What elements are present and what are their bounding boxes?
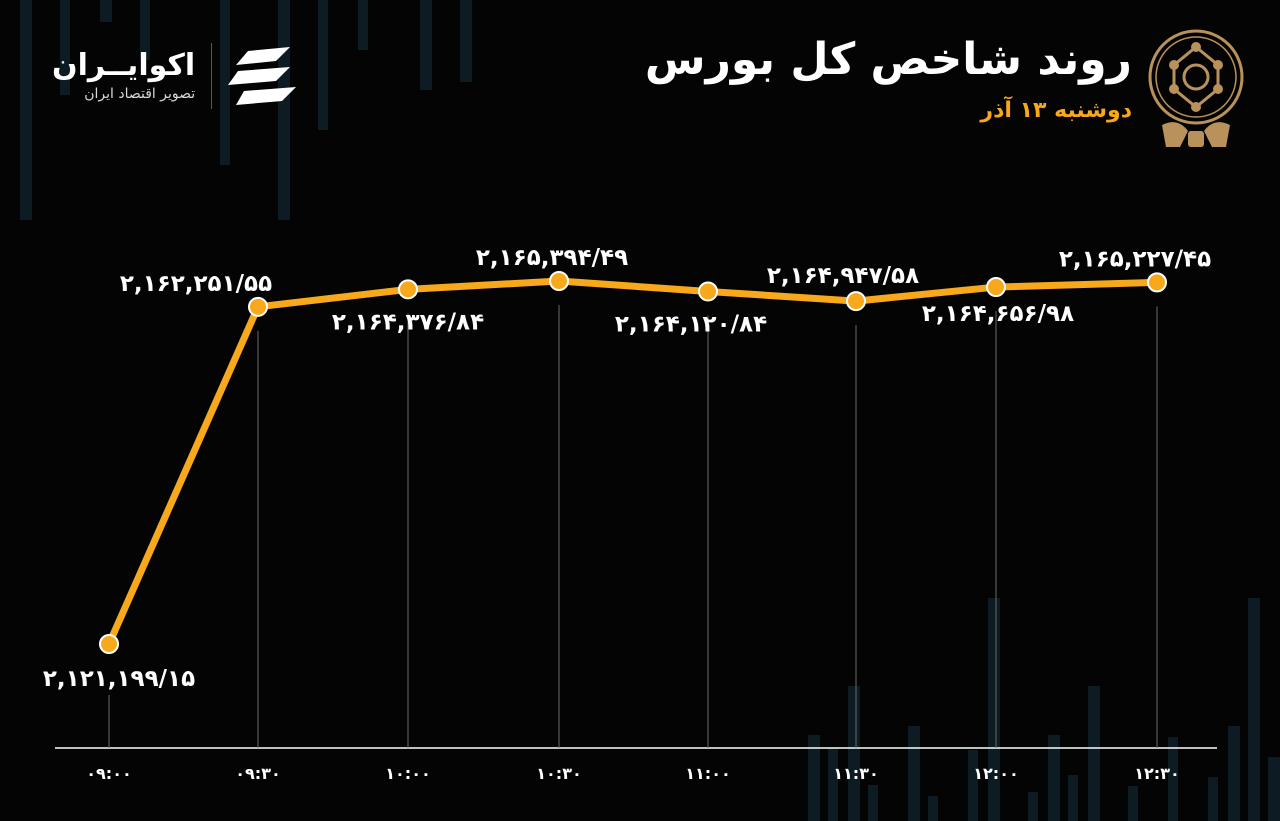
data-point	[248, 296, 268, 317]
data-point	[1147, 272, 1167, 293]
data-label: ۲,۱۶۲,۲۵۱/۵۵	[120, 271, 272, 297]
background-bar	[100, 0, 112, 22]
data-label: ۲,۱۶۴,۱۲۰/۸۴	[615, 311, 767, 337]
background-bar	[140, 0, 150, 60]
background-bar	[460, 0, 472, 82]
data-label: ۲,۱۶۴,۳۷۶/۸۴	[332, 309, 484, 335]
ecoiran-stripes-icon	[228, 47, 297, 105]
background-bar	[358, 0, 368, 50]
background-bar	[318, 0, 328, 130]
brand: اکوایــران تصویر اقتصاد ایران	[52, 38, 304, 114]
data-point	[698, 281, 718, 302]
data-label: ۲,۱۲۱,۱۹۹/۱۵	[43, 666, 195, 692]
background-bar	[1248, 598, 1260, 821]
data-point	[986, 277, 1006, 298]
background-bar	[808, 735, 820, 821]
background-bar	[1048, 735, 1060, 821]
background-bar	[828, 748, 838, 821]
data-label: ۲,۱۶۴,۶۵۶/۹۸	[922, 301, 1074, 327]
background-bar	[20, 0, 32, 220]
brand-text: اکوایــران تصویر اقتصاد ایران	[52, 48, 195, 104]
background-bar	[848, 686, 860, 821]
background-bar	[868, 785, 878, 821]
brand-tagline: تصویر اقتصاد ایران	[84, 86, 196, 102]
title-block: روند شاخص کل بورس دوشنبه ۱۳ آذر	[645, 30, 1132, 128]
background-bar	[988, 598, 1000, 821]
background-bar	[60, 0, 70, 95]
page-title: روند شاخص کل بورس	[644, 34, 1132, 85]
x-tick-label: ۱۲:۳۰	[1134, 764, 1179, 783]
data-point	[398, 279, 418, 300]
background-bar	[220, 0, 230, 165]
date-subtitle: دوشنبه ۱۳ آذر	[980, 98, 1132, 123]
background-bar	[1168, 737, 1178, 821]
brand-name: اکوایــران	[52, 48, 196, 83]
background-bar	[1028, 792, 1038, 821]
background-bar	[1068, 775, 1078, 821]
data-label: ۲,۱۶۴,۹۴۷/۵۸	[767, 263, 919, 289]
brand-divider	[211, 43, 213, 109]
data-label: ۲,۱۶۵,۳۹۴/۴۹	[476, 245, 628, 271]
x-tick-label: ۱۱:۳۰	[833, 764, 878, 783]
background-bar	[1228, 726, 1240, 821]
tehran-stock-exchange-emblem-icon	[1148, 29, 1244, 147]
background-bar	[968, 750, 978, 821]
x-tick-label: ۱۰:۳۰	[536, 764, 581, 783]
background-bar	[908, 726, 920, 821]
data-label: ۲,۱۶۵,۲۲۷/۴۵	[1059, 246, 1211, 272]
series-line	[105, 277, 1161, 648]
x-tick-label: ۱۰:۰۰	[385, 764, 430, 783]
x-tick-label: ۰۹:۰۰	[86, 764, 131, 783]
data-point	[846, 291, 866, 312]
background-bar	[1128, 786, 1138, 821]
data-point	[99, 634, 119, 654]
background-bar	[1208, 777, 1218, 821]
background-bar	[1088, 686, 1100, 821]
x-tick-label: ۰۹:۳۰	[235, 764, 280, 783]
background-bar	[928, 796, 938, 821]
background-bar	[1268, 757, 1280, 821]
x-tick-label: ۱۲:۰۰	[973, 764, 1018, 783]
data-point	[549, 271, 569, 291]
x-tick-label: ۱۱:۰۰	[685, 764, 730, 783]
background-bar	[420, 0, 432, 90]
